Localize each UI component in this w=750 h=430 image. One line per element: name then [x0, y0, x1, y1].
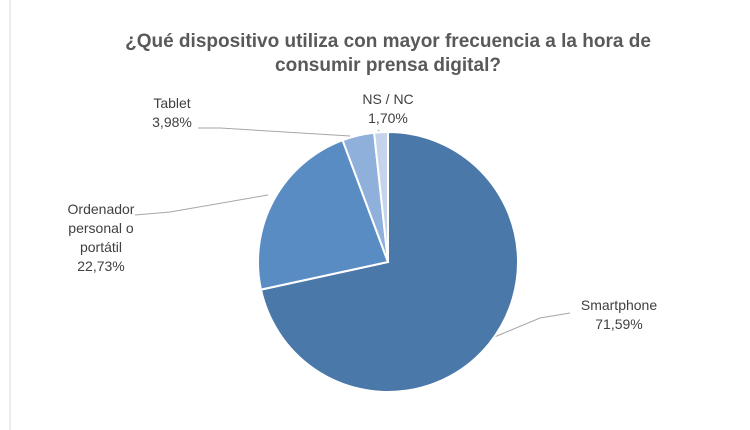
- slice-value: 1,70%: [368, 110, 408, 126]
- slice-label: Smartphone: [580, 297, 658, 313]
- slice-value: 22,73%: [77, 258, 125, 274]
- slice-value: 71,59%: [595, 316, 643, 332]
- pie-slice: [259, 130, 519, 393]
- chart-title: ¿Qué dispositivo utiliza con mayor frecu…: [125, 31, 651, 76]
- leader-line: [134, 194, 269, 216]
- leader-line: [198, 127, 351, 137]
- slice-label: Tablet: [153, 95, 191, 111]
- leader-line: [491, 312, 571, 339]
- slice-value: 3,98%: [152, 114, 192, 130]
- slice-label: Ordenador personal o portátil: [67, 201, 135, 255]
- pie-slice: [373, 130, 389, 263]
- slice-label: NS / NC: [362, 91, 414, 107]
